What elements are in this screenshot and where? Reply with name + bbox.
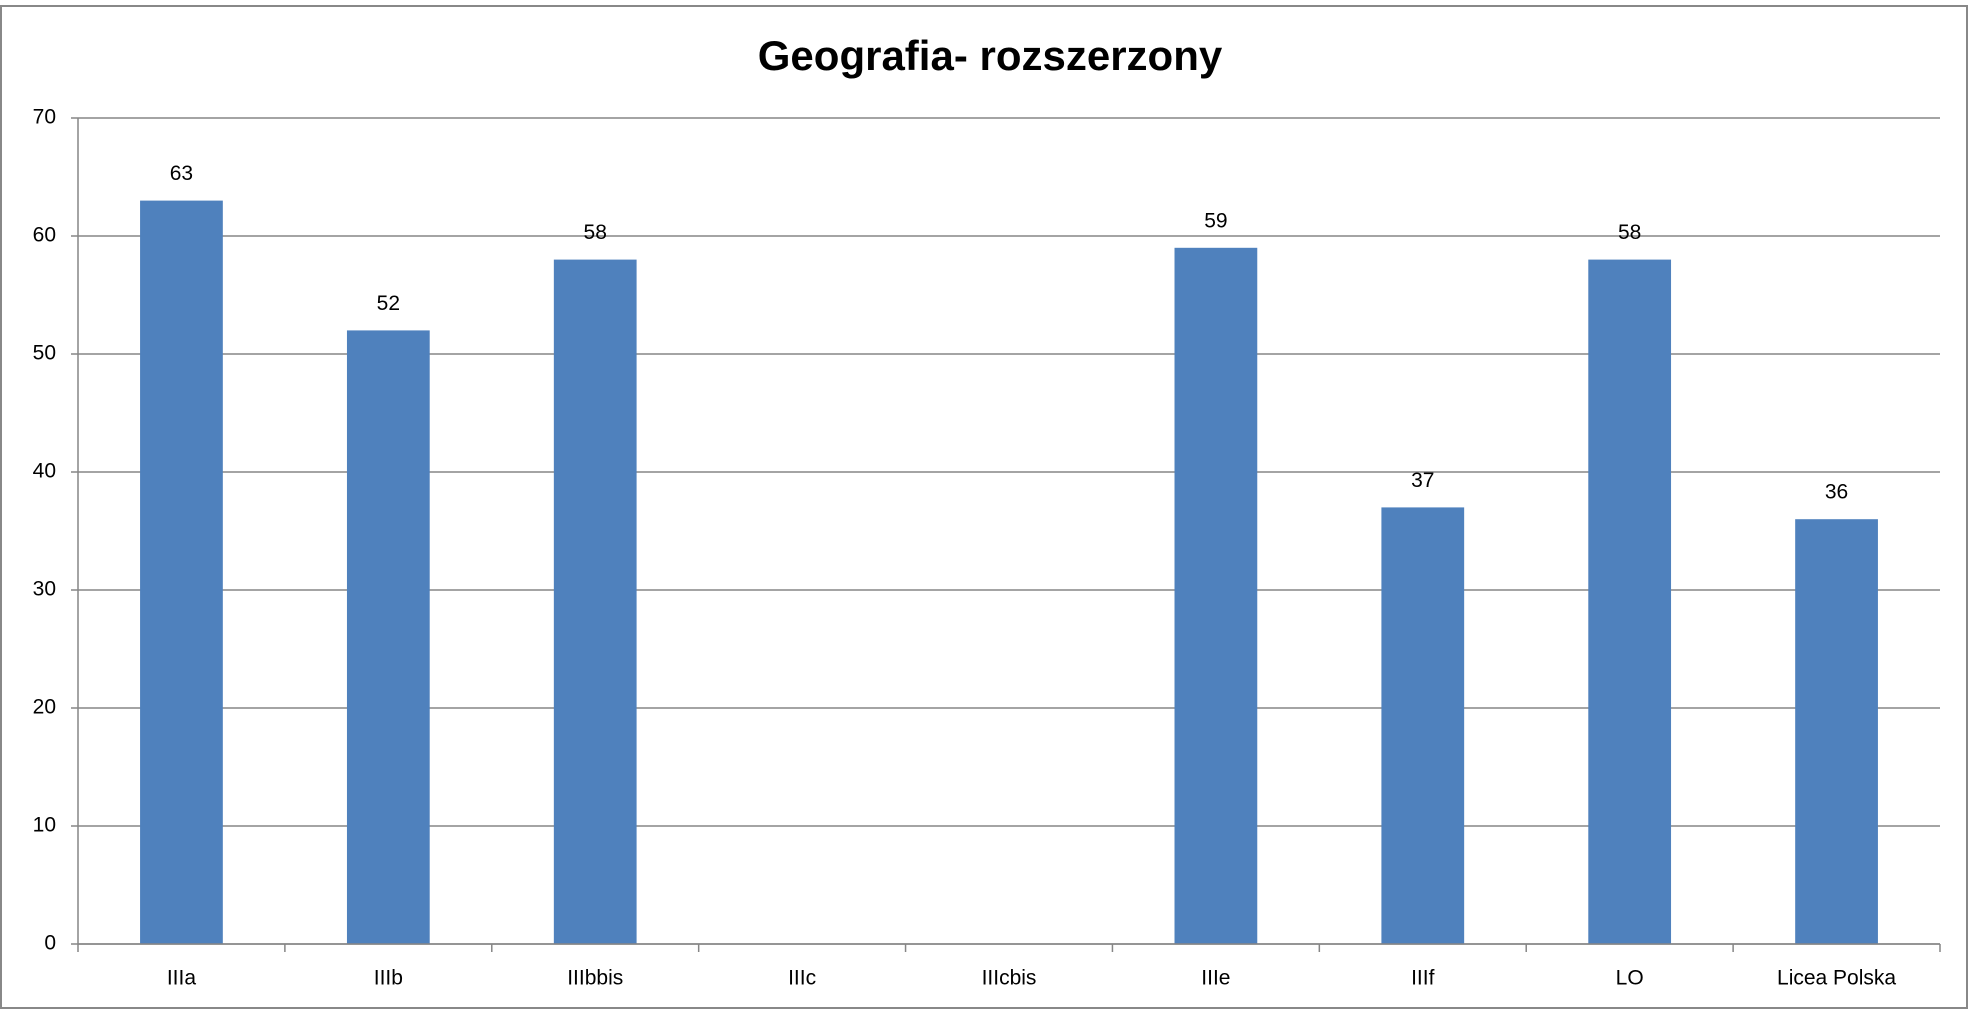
bar [553, 259, 637, 945]
y-tick-label: 40 [33, 460, 56, 483]
x-tick-label: IIIb [374, 967, 403, 990]
y-tick-label: 70 [33, 106, 56, 129]
x-tick-label: LO [1616, 967, 1644, 990]
y-tick-label: 30 [33, 578, 56, 601]
data-label: 37 [1411, 469, 1434, 492]
data-label: 52 [377, 292, 400, 315]
bar [140, 200, 223, 945]
y-tick-label: 10 [33, 814, 56, 837]
bar [1174, 247, 1258, 945]
bar [1795, 519, 1878, 944]
x-tick-label: IIIc [788, 967, 816, 990]
chart-title: Geografia- rozszerzony [758, 32, 1223, 79]
data-label: 36 [1825, 481, 1848, 504]
bar [1588, 259, 1672, 945]
data-label: 58 [584, 221, 607, 244]
data-label: 59 [1204, 209, 1227, 232]
x-tick-label: IIIbbis [567, 967, 623, 990]
x-tick-label: IIIcbis [982, 967, 1037, 990]
y-tick-label: 60 [33, 224, 56, 247]
x-tick-label: IIIf [1411, 967, 1435, 990]
data-label: 58 [1618, 221, 1641, 244]
bar [1381, 507, 1465, 944]
x-tick-label: IIIe [1201, 967, 1230, 990]
bar [346, 330, 430, 944]
chart-border [0, 5, 1968, 1009]
y-tick-label: 0 [44, 932, 56, 955]
y-tick-label: 20 [33, 696, 56, 719]
x-tick-label: Licea Polska [1777, 967, 1896, 990]
data-label: 63 [170, 162, 193, 185]
x-tick-label: IIIa [167, 967, 197, 990]
y-tick-label: 50 [33, 342, 56, 365]
